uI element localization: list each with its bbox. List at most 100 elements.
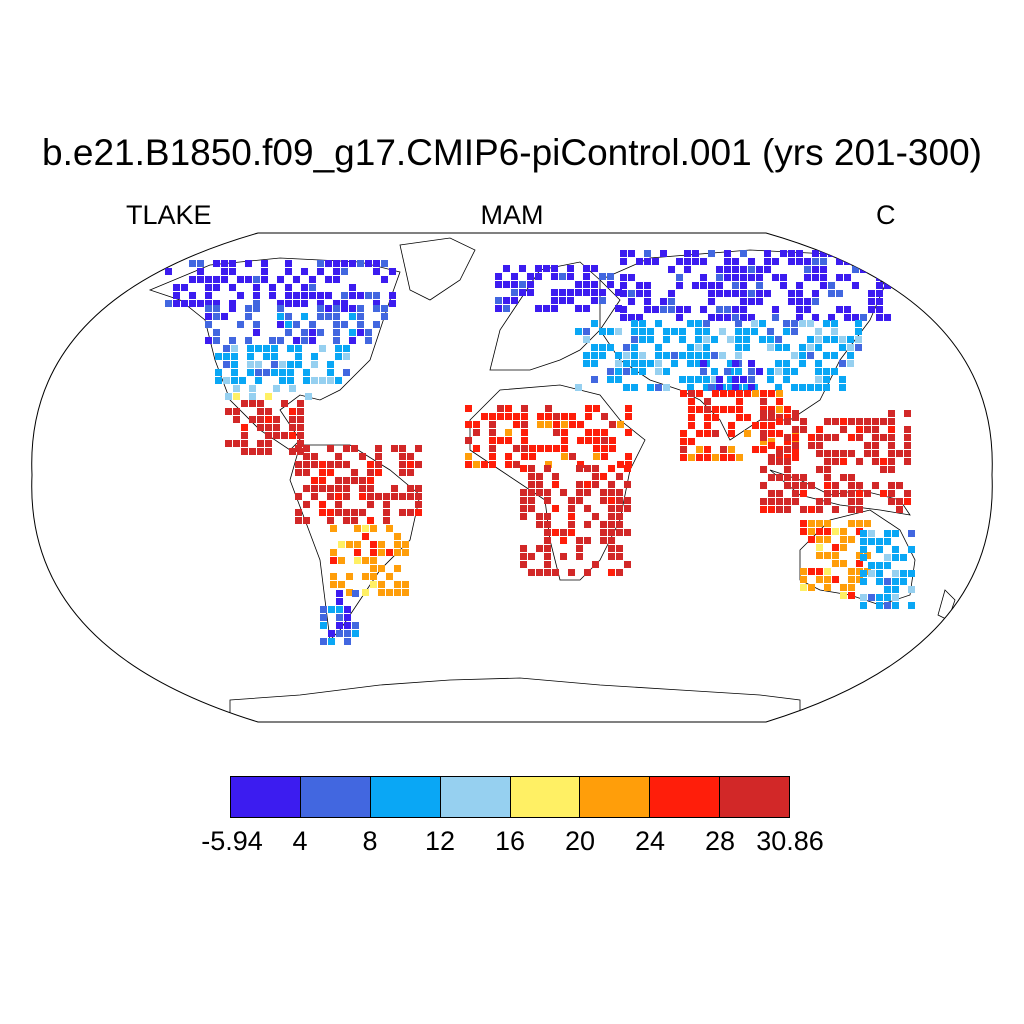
lake-cell-central-asia <box>623 368 630 375</box>
lake-cell-siberia <box>732 274 739 281</box>
lake-cell-australia-east <box>860 594 867 601</box>
lake-cell-india <box>688 398 695 405</box>
lake-cell-canada-north <box>309 276 316 283</box>
lake-cell-eastern-us <box>231 369 238 376</box>
lake-cell-scandinavia <box>527 273 534 280</box>
lake-cell-amazon <box>407 493 414 500</box>
lake-cell-siberia <box>788 290 795 297</box>
lake-cell-siberia <box>732 282 739 289</box>
lake-cell-central-asia <box>767 328 774 335</box>
lake-cell-southern-us <box>273 385 280 392</box>
lake-cell-canada-north <box>189 300 196 307</box>
lake-cell-siberia <box>836 258 843 265</box>
lake-cell-central-africa <box>536 545 543 552</box>
lake-cell-canada-north <box>341 300 348 307</box>
lake-cell-central-asia <box>671 328 678 335</box>
lake-cell-tibet <box>732 376 739 383</box>
lake-cell-australia-west <box>848 592 855 599</box>
lake-cell-southern-brazil <box>370 525 377 532</box>
lake-cell-southeast-asia <box>856 434 863 441</box>
lake-cell-central-africa <box>552 481 559 488</box>
lake-cell-central-africa <box>520 465 527 472</box>
lake-cell-siberia <box>676 306 683 313</box>
lake-cell-india <box>680 430 687 437</box>
lake-cell-southeast-asia <box>784 434 791 441</box>
lake-cell-canada-south <box>221 313 228 320</box>
lake-cell-central-asia <box>855 344 862 351</box>
lake-cell-siberia <box>844 306 851 313</box>
lake-cell-central-asia <box>711 336 718 343</box>
lake-cell-canada-north <box>357 260 364 267</box>
lake-cell-australia-west <box>808 536 815 543</box>
lake-cell-southern-brazil <box>370 573 377 580</box>
lake-cell-siberia <box>828 250 835 257</box>
lake-cell-india <box>776 430 783 437</box>
lake-cell-amazon <box>327 485 334 492</box>
lake-cell-india <box>792 446 799 453</box>
lake-cell-central-asia <box>631 368 638 375</box>
lake-cell-central-asia <box>807 336 814 343</box>
lake-cell-canada-north <box>213 260 220 267</box>
lake-cell-central-africa <box>568 505 575 512</box>
lake-cell-siberia <box>716 274 723 281</box>
lake-cell-central-asia <box>663 328 670 335</box>
lake-cell-central-america <box>257 416 264 423</box>
lake-cell-canada-north <box>205 292 212 299</box>
lake-cell-india <box>776 390 783 397</box>
lake-cell-india <box>728 390 735 397</box>
lake-cell-central-africa <box>608 569 615 576</box>
lake-cell-central-africa <box>576 465 583 472</box>
lake-cell-scandinavia <box>551 273 558 280</box>
lake-cell-southern-brazil <box>378 549 385 556</box>
lake-cell-siberia <box>836 290 843 297</box>
lake-cell-sahel <box>505 453 512 460</box>
lake-cell-central-asia <box>727 376 734 383</box>
lake-cell-southern-brazil <box>386 549 393 556</box>
lake-cell-central-asia <box>631 320 638 327</box>
lake-cell-southeast-asia <box>880 466 887 473</box>
lake-cell-india <box>792 414 799 421</box>
lake-cell-india <box>744 414 751 421</box>
lake-cell-siberia <box>636 282 643 289</box>
lake-cell-canada-north <box>389 292 396 299</box>
lake-cell-siberia <box>660 298 667 305</box>
lake-cell-sahel <box>521 453 528 460</box>
lake-cell-sahel <box>569 421 576 428</box>
lake-cell-canada-north <box>309 292 316 299</box>
lake-cell-southeast-asia <box>824 482 831 489</box>
lake-cell-southern-brazil <box>386 573 393 580</box>
lake-cell-southeast-asia <box>792 474 799 481</box>
lake-cell-siberia <box>884 314 891 321</box>
lake-cell-sahel <box>561 421 568 428</box>
lake-cell-australia-west <box>800 584 807 591</box>
lake-cell-central-asia <box>591 376 598 383</box>
lake-cell-southern-us <box>225 393 232 400</box>
lake-cell-australia-east <box>860 570 867 577</box>
lake-cell-amazon <box>367 501 374 508</box>
lake-cell-central-africa <box>560 553 567 560</box>
lake-cell-canada-north <box>301 284 308 291</box>
lake-cell-central-asia <box>695 376 702 383</box>
lake-cell-siberia <box>732 258 739 265</box>
lake-cell-sahel <box>593 453 600 460</box>
lake-cell-siberia <box>756 282 763 289</box>
lake-cell-central-asia <box>783 344 790 351</box>
lake-cell-patagonia <box>336 606 343 613</box>
lake-cell-canada-south <box>349 313 356 320</box>
lake-cell-southeast-asia <box>848 498 855 505</box>
lake-cell-australia-east <box>892 594 899 601</box>
lake-cell-central-asia <box>799 320 806 327</box>
lake-cell-siberia <box>620 282 627 289</box>
lake-cell-scandinavia <box>575 289 582 296</box>
lake-cell-southeast-asia <box>888 434 895 441</box>
lake-cell-central-asia <box>831 368 838 375</box>
lake-cell-central-asia <box>839 344 846 351</box>
lake-cell-southern-brazil <box>402 549 409 556</box>
lake-cell-siberia <box>788 258 795 265</box>
lake-cell-sahel <box>553 421 560 428</box>
lake-cell-amazon <box>399 453 406 460</box>
lake-cell-sahel <box>545 461 552 468</box>
lake-cell-canada-south <box>333 305 340 312</box>
lake-cell-amazon <box>319 509 326 516</box>
lake-cell-canada-south <box>229 305 236 312</box>
